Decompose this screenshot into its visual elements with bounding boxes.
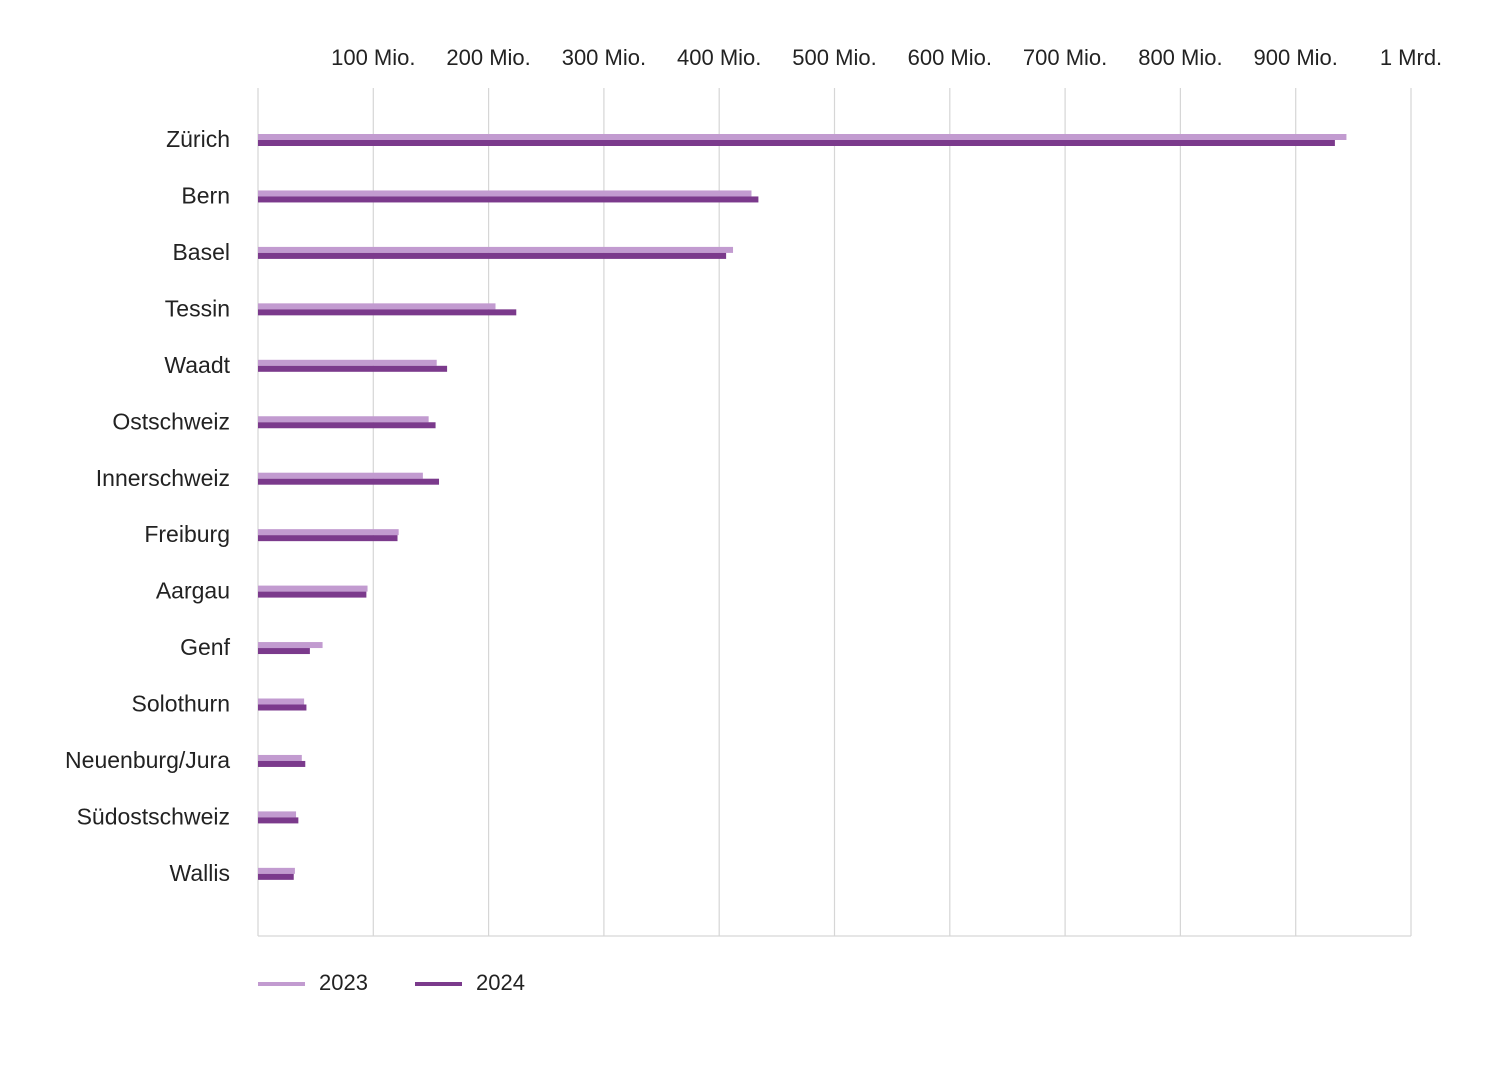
x-tick-label: 600 Mio. xyxy=(908,45,992,70)
x-tick-label: 500 Mio. xyxy=(792,45,876,70)
bar xyxy=(258,359,437,366)
y-tick-label: Wallis xyxy=(170,860,230,886)
y-tick-label: Genf xyxy=(180,634,230,660)
y-tick-label: Bern xyxy=(181,183,230,209)
x-tick-label: 700 Mio. xyxy=(1023,45,1107,70)
bar xyxy=(258,472,423,479)
bar xyxy=(258,535,398,542)
x-tick-label: 800 Mio. xyxy=(1138,45,1222,70)
x-tick-label: 900 Mio. xyxy=(1254,45,1338,70)
y-tick-label: Freiburg xyxy=(144,521,230,547)
bar xyxy=(258,140,1335,146)
bar xyxy=(258,529,399,536)
bar xyxy=(258,416,429,423)
bar xyxy=(258,303,496,310)
y-tick-label: Tessin xyxy=(165,295,230,321)
bar xyxy=(258,760,306,767)
legend-label: 2023 xyxy=(319,970,368,995)
y-tick-label: Neuenburg/Jura xyxy=(65,747,230,773)
y-tick-label: Südostschweiz xyxy=(77,803,230,829)
bar xyxy=(258,811,297,818)
bar xyxy=(258,867,295,874)
bar xyxy=(258,422,436,429)
bar xyxy=(258,252,727,259)
bar xyxy=(258,591,367,598)
y-tick-label: Solothurn xyxy=(132,691,230,717)
x-tick-label: 400 Mio. xyxy=(677,45,761,70)
bar xyxy=(258,704,307,711)
y-tick-label: Waadt xyxy=(164,352,230,378)
bar xyxy=(258,190,752,197)
bar xyxy=(258,478,440,485)
x-tick-label: 100 Mio. xyxy=(331,45,415,70)
bar xyxy=(258,585,368,592)
bar xyxy=(258,873,294,880)
y-tick-label: Ostschweiz xyxy=(112,408,230,434)
x-tick-label: 300 Mio. xyxy=(562,45,646,70)
legend-label: 2024 xyxy=(476,970,525,995)
bar xyxy=(258,648,310,655)
bar xyxy=(258,642,323,649)
bar xyxy=(258,698,305,705)
y-tick-label: Basel xyxy=(172,239,230,265)
bar xyxy=(258,246,734,253)
bar xyxy=(258,309,517,316)
bar xyxy=(258,196,759,203)
bar xyxy=(258,134,1347,140)
y-tick-label: Aargau xyxy=(156,578,230,604)
x-tick-label: 1 Mrd. xyxy=(1380,45,1442,70)
x-tick-label: 200 Mio. xyxy=(446,45,530,70)
bar xyxy=(258,817,299,824)
bar xyxy=(258,365,448,372)
y-tick-label: Innerschweiz xyxy=(96,465,230,491)
bar xyxy=(258,754,302,761)
y-tick-label: Zürich xyxy=(166,126,230,152)
